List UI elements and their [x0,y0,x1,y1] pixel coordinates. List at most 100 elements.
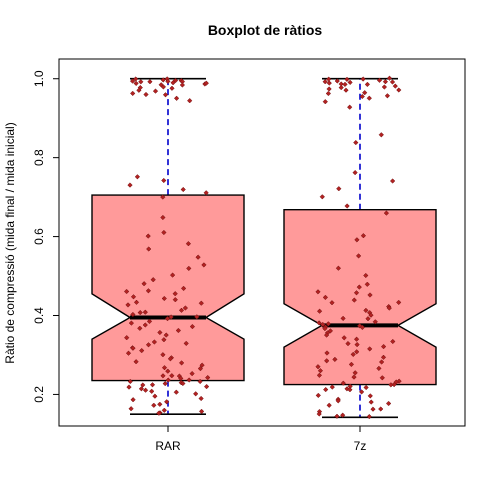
data-point [126,384,132,390]
data-point [175,327,182,334]
data-point [142,322,148,328]
data-point [368,312,374,318]
data-point [164,399,170,405]
data-point [160,352,166,358]
data-point [180,186,186,193]
data-point [390,338,396,345]
data-point [129,78,136,84]
data-point [162,380,168,387]
data-point [366,95,372,101]
data-point [316,411,322,417]
data-point [378,132,384,138]
data-point [334,78,340,84]
data-point [389,79,396,85]
y-tick-label: 0.8 [32,149,46,166]
data-point [161,407,167,413]
data-point [160,194,166,200]
data-point [165,368,171,374]
data-point [348,361,355,368]
data-point [323,332,330,338]
data-point [205,374,211,381]
data-point [137,325,143,331]
data-point [378,359,385,365]
data-point [380,343,387,350]
data-point [396,299,402,306]
y-tick-label: 0.6 [32,228,46,245]
data-point [186,377,192,383]
data-point [137,309,143,316]
notched-box [91,194,245,382]
data-point [347,104,353,110]
data-point [319,194,325,200]
data-point [169,272,176,278]
data-point [172,291,178,297]
data-point [345,340,351,347]
data-point [173,389,179,395]
data-point [344,386,350,392]
points-layer [123,75,402,420]
data-point [342,81,348,88]
data-point [161,295,167,302]
data-point [364,281,370,287]
data-point [142,387,149,393]
data-point [324,358,330,364]
notched-box [283,208,437,386]
data-point [322,325,328,332]
data-point [186,265,192,272]
data-point [203,190,209,196]
x-axis: RAR 7z [155,426,366,453]
data-point [169,85,175,91]
data-point [169,373,175,379]
data-point [336,186,342,192]
data-point [320,321,326,328]
data-point [351,297,357,303]
data-point [353,290,360,296]
data-point [359,93,365,100]
data-point [368,399,374,405]
chart-title: Boxplot de ràtios [208,22,323,38]
data-point [352,370,358,376]
data-point [195,254,201,260]
data-point [123,288,130,295]
data-point [178,307,185,313]
data-point [160,84,167,90]
data-point [133,80,139,87]
data-point [343,87,349,93]
data-point [316,372,323,378]
data-point [160,373,166,379]
data-point [380,354,387,360]
data-point [360,76,366,82]
data-point [353,139,359,146]
data-point [138,79,144,85]
data-point [157,329,163,336]
data-point [189,323,196,330]
y-tick-label: 1.0 [32,70,46,87]
data-point [357,323,363,329]
data-point [344,76,350,83]
data-point [322,99,328,105]
box-rar [91,77,245,415]
data-point [354,237,360,243]
data-point [383,210,390,216]
data-point [168,314,174,320]
data-point [145,342,152,348]
data-point [355,253,362,259]
box-7z [283,77,437,419]
data-point [130,90,136,97]
data-point [170,80,176,86]
data-point [185,241,192,247]
data-point [315,364,321,370]
data-point [362,90,368,96]
data-point [325,321,331,327]
data-point [385,400,392,407]
data-point [157,401,163,407]
data-point [142,309,148,315]
data-point [201,262,207,268]
data-point [358,389,365,395]
data-point [163,332,169,338]
data-point [334,413,340,419]
data-point [392,83,398,89]
data-point [316,320,322,326]
data-point [388,382,394,388]
data-point [165,78,171,85]
